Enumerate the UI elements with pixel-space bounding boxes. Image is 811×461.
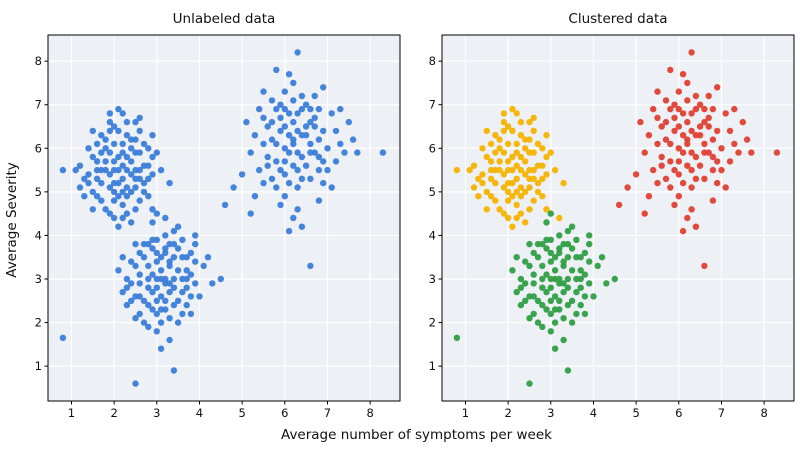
svg-text:8: 8	[429, 54, 436, 68]
svg-text:5: 5	[238, 406, 245, 420]
svg-text:4: 4	[196, 406, 203, 420]
plots-row: Unlabeled data 1 2 3 4 5 6 7 8 1 2 3 4 5 6 7 8 Clustere…	[22, 8, 801, 425]
svg-text:7: 7	[324, 406, 331, 420]
svg-text:8: 8	[366, 406, 373, 420]
unlabeled-scatter-plot: 1 2 3 4 5 6 7 8 1 2 3 4 5 6 7 8	[35, 34, 401, 420]
svg-text:8: 8	[760, 406, 767, 420]
svg-text:7: 7	[429, 98, 436, 112]
svg-text:1: 1	[462, 406, 469, 420]
clustered-scatter-plot: 1 2 3 4 5 6 7 8 1 2 3 4 5 6 7 8	[429, 34, 795, 420]
svg-text:4: 4	[429, 228, 436, 242]
svg-text:5: 5	[429, 185, 436, 199]
svg-text:6: 6	[675, 406, 682, 420]
panel-unlabeled: Unlabeled data 1 2 3 4 5 6 7 8 1 2 3 4 5 6 7 8	[22, 8, 407, 425]
svg-text:5: 5	[35, 185, 42, 199]
svg-text:1: 1	[35, 359, 42, 373]
svg-text:3: 3	[153, 406, 160, 420]
svg-text:5: 5	[632, 406, 639, 420]
svg-text:1: 1	[429, 359, 436, 373]
svg-text:2: 2	[110, 406, 117, 420]
svg-text:4: 4	[590, 406, 597, 420]
svg-text:6: 6	[429, 141, 436, 155]
svg-text:7: 7	[35, 98, 42, 112]
svg-text:2: 2	[35, 316, 42, 330]
svg-text:4: 4	[35, 228, 42, 242]
plot-title-unlabeled: Unlabeled data	[172, 11, 276, 27]
svg-text:7: 7	[718, 406, 725, 420]
svg-text:6: 6	[35, 141, 42, 155]
svg-text:3: 3	[429, 272, 436, 286]
svg-text:2: 2	[429, 316, 436, 330]
svg-text:2: 2	[504, 406, 511, 420]
plot-title-clustered: Clustered data	[568, 11, 668, 27]
svg-text:3: 3	[547, 406, 554, 420]
svg-text:6: 6	[281, 406, 288, 420]
svg-text:1: 1	[68, 406, 75, 420]
svg-text:8: 8	[35, 54, 42, 68]
panel-clustered: Clustered data 1 2 3 4 5 6 7 8 1 2 3 4 5 6 7 8	[416, 8, 801, 425]
y-axis-label: Average Severity	[4, 162, 20, 278]
x-axis-label: Average number of symptoms per week	[281, 427, 552, 443]
svg-text:3: 3	[35, 272, 42, 286]
